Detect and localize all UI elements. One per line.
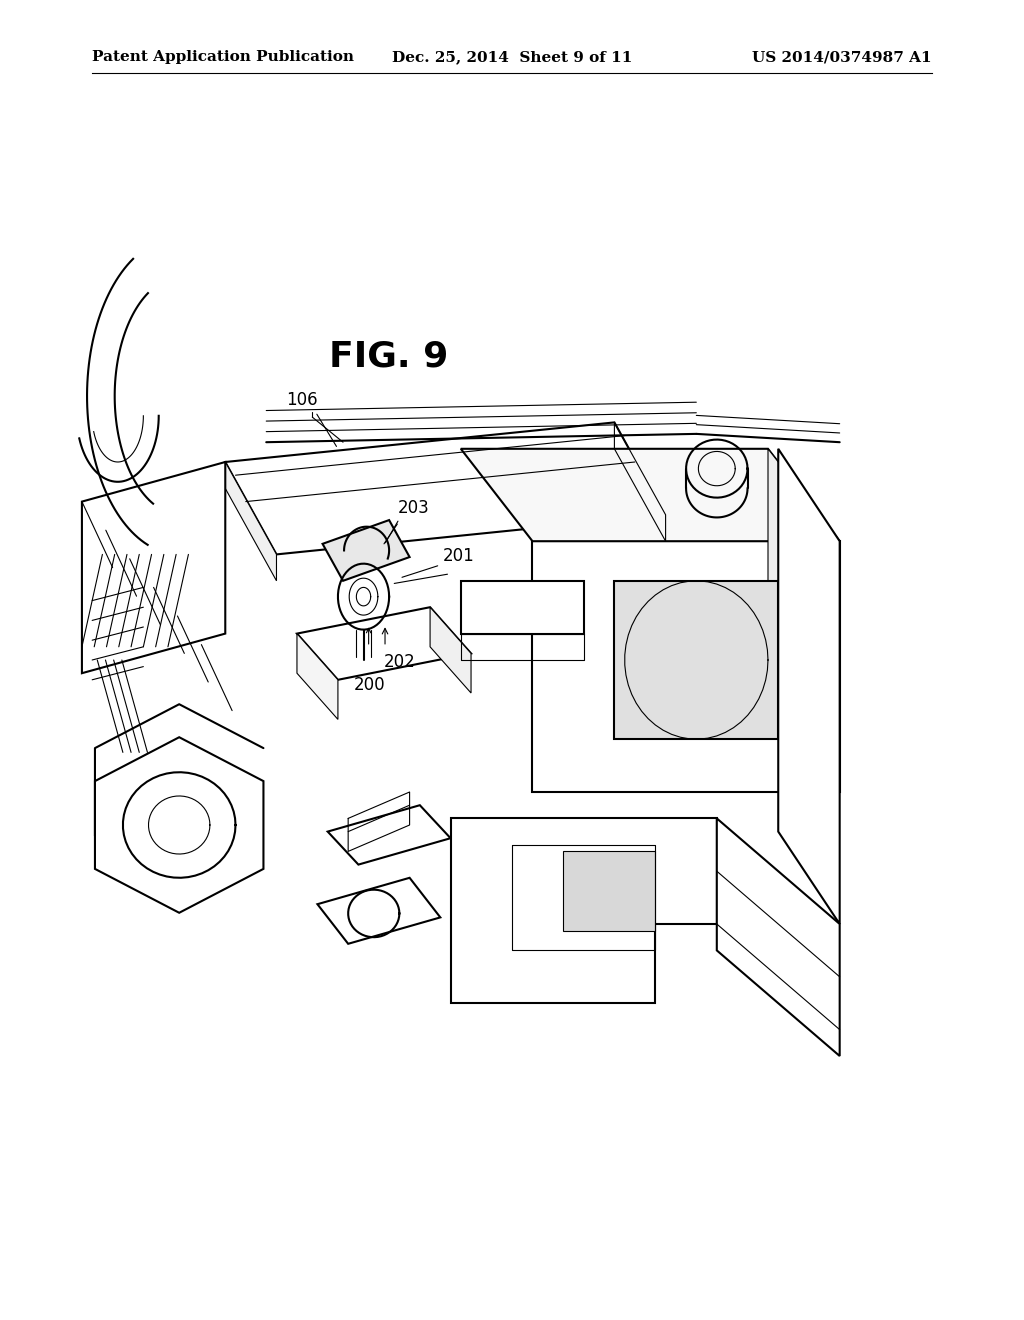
Text: FIG. 9: FIG. 9 <box>330 339 449 374</box>
Polygon shape <box>532 541 840 792</box>
Polygon shape <box>717 818 840 1056</box>
Polygon shape <box>95 737 263 913</box>
Text: Dec. 25, 2014  Sheet 9 of 11: Dec. 25, 2014 Sheet 9 of 11 <box>392 50 632 65</box>
Polygon shape <box>768 449 840 792</box>
Polygon shape <box>328 805 451 865</box>
Polygon shape <box>461 449 840 541</box>
Polygon shape <box>82 462 225 673</box>
Text: 202: 202 <box>384 653 416 672</box>
Text: 201: 201 <box>442 546 474 565</box>
Text: 106: 106 <box>287 391 317 409</box>
Polygon shape <box>563 851 655 931</box>
Polygon shape <box>297 607 471 680</box>
Polygon shape <box>451 818 717 1003</box>
Polygon shape <box>317 878 440 944</box>
Text: Patent Application Publication: Patent Application Publication <box>92 50 354 65</box>
Polygon shape <box>778 449 840 924</box>
Text: 203: 203 <box>397 499 429 517</box>
Polygon shape <box>225 462 276 581</box>
Polygon shape <box>225 422 666 554</box>
Text: US 2014/0374987 A1: US 2014/0374987 A1 <box>753 50 932 65</box>
Polygon shape <box>430 607 471 693</box>
Polygon shape <box>323 520 410 581</box>
Polygon shape <box>297 634 338 719</box>
Polygon shape <box>614 581 778 739</box>
Text: 200: 200 <box>353 676 385 694</box>
Polygon shape <box>461 581 584 634</box>
